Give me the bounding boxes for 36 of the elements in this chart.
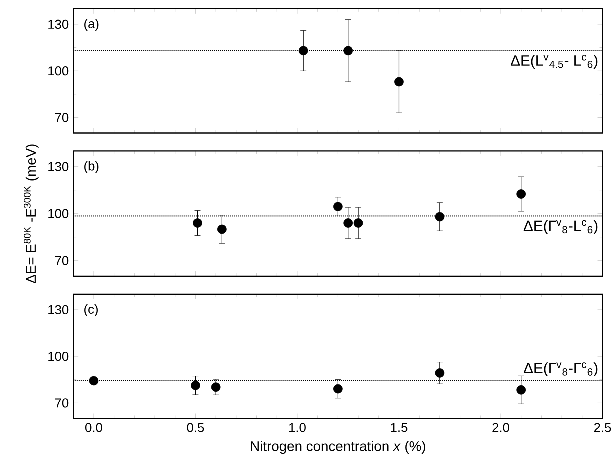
point bbox=[354, 218, 364, 228]
y-tick-label: 70 bbox=[55, 112, 69, 122]
y-tick-label: 70 bbox=[55, 256, 69, 266]
y-tick-label: 70 bbox=[55, 398, 69, 408]
point bbox=[344, 218, 354, 228]
y-tick-label: 130 bbox=[48, 305, 69, 314]
x-tick-label: 1.5 bbox=[391, 423, 408, 432]
y-tick-label: 100 bbox=[48, 352, 69, 361]
ref-line-label: ΔE(Γ$^{v}$$_{8}$-Γ$^{c}$$_{6}$) bbox=[524, 362, 598, 376]
point bbox=[211, 382, 221, 392]
x-tick-label: 1.0 bbox=[290, 423, 306, 432]
point bbox=[334, 384, 343, 394]
x-tick-label: 0.5 bbox=[187, 423, 204, 432]
y-tick-label: 130 bbox=[48, 162, 69, 172]
ref-line-label: ΔE(Γ$^{v}$$_{8}$-L$^{c}$$_{6}$) bbox=[524, 220, 598, 234]
x-tick-label: 0.0 bbox=[86, 423, 102, 432]
point bbox=[516, 385, 526, 395]
point bbox=[89, 376, 99, 386]
annotation: (c) bbox=[84, 304, 98, 316]
y-tick-label: 100 bbox=[48, 209, 69, 218]
y-tick-label: 130 bbox=[48, 20, 69, 29]
point bbox=[193, 218, 202, 228]
point bbox=[435, 368, 445, 378]
annotation: (b) bbox=[84, 161, 99, 174]
y-tick-label: 100 bbox=[48, 66, 69, 76]
x-tick-label: 2.5 bbox=[594, 423, 612, 432]
point bbox=[334, 202, 343, 212]
y-axis-title: ΔE= E$^{80K}$ -E$^{300K}$ (meV) bbox=[24, 144, 39, 284]
point bbox=[516, 189, 526, 199]
x-tick-label: 2.0 bbox=[492, 423, 510, 432]
point bbox=[435, 212, 445, 222]
point bbox=[218, 224, 227, 234]
annotation: (a) bbox=[84, 18, 99, 31]
x-axis-title: Nitrogen concentration x (%) bbox=[251, 440, 426, 454]
point bbox=[191, 380, 200, 390]
ref-line-label: ΔE(L$^{v}$$_{4.5}$- L$^{c}$$_{6}$) bbox=[511, 54, 598, 69]
